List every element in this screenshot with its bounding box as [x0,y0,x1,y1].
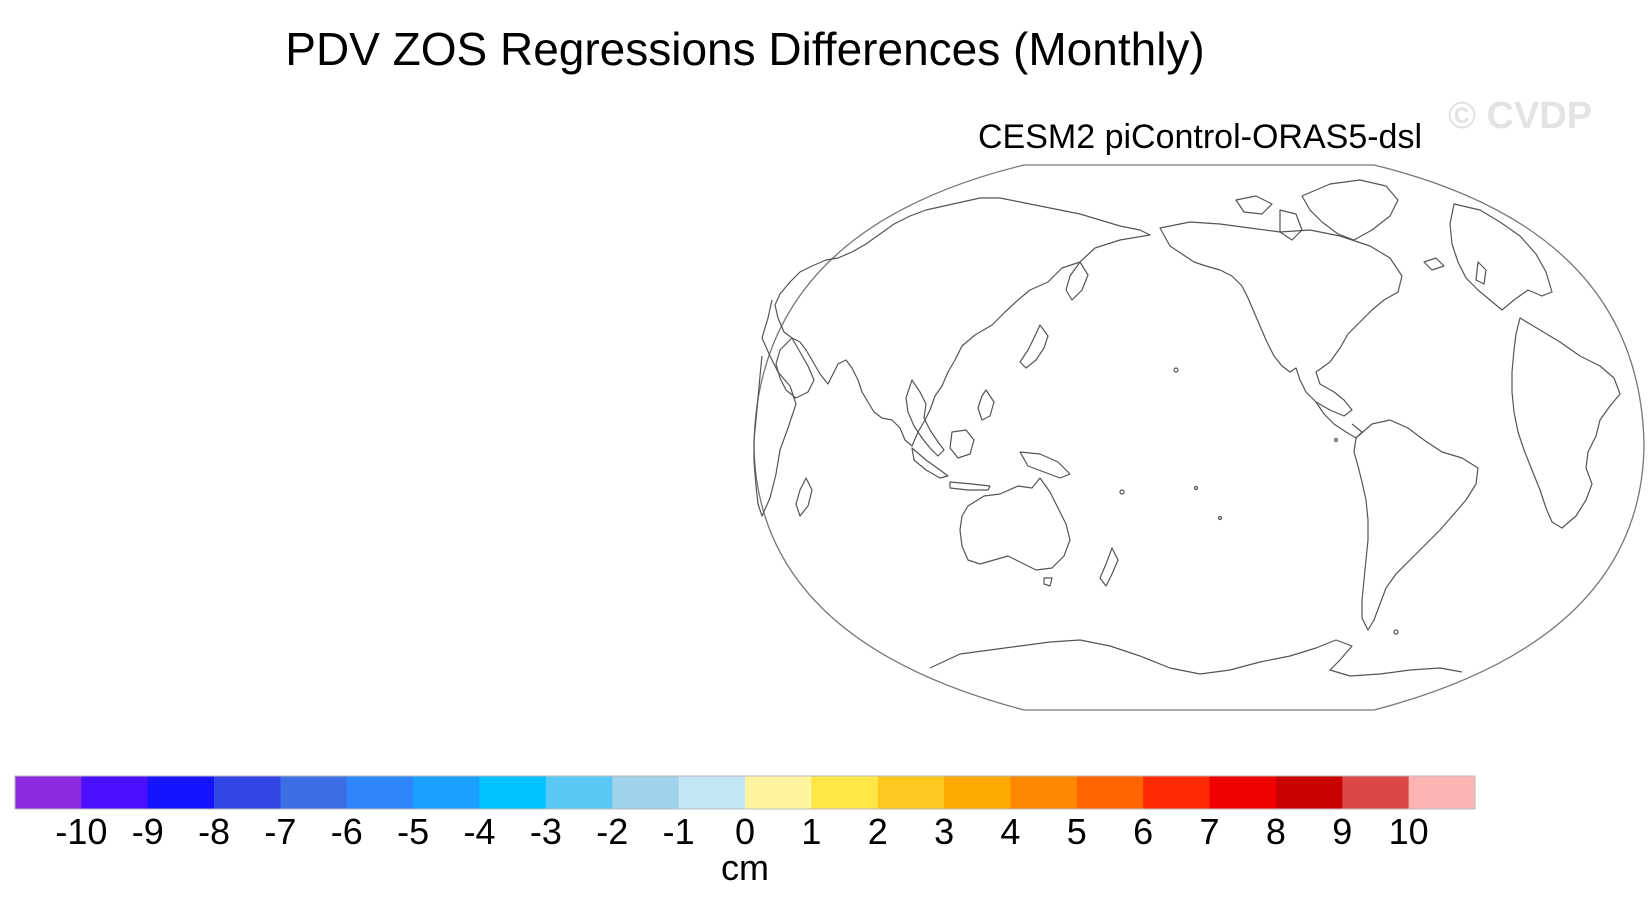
map-frame [753,164,1645,711]
coastline-kamchatka [1065,261,1089,301]
colorbar-tick-label: 2 [867,811,888,852]
colorbar-swatch [81,776,149,809]
coastline-indochina [905,379,945,457]
colorbar-tick-label: 8 [1265,811,1286,852]
colorbar-tick-label: 1 [801,811,822,852]
colorbar-swatch [811,776,879,809]
colorbar-tick-label: 0 [734,811,756,852]
colorbar-swatch [1342,776,1409,809]
coastline-new-zealand [1099,547,1119,587]
colorbar [14,775,1476,810]
colorbar-tick-label: -8 [198,811,231,852]
coastline-java [949,481,991,491]
colorbar-tick-label: 7 [1199,811,1220,852]
colorbar-tick-label: -3 [529,811,562,852]
colorbar-swatch [1275,776,1343,809]
coastlines [753,179,1621,677]
colorbar-swatch [1143,776,1210,809]
coastline-borneo [949,429,975,459]
coastline-fiji [1119,489,1125,495]
colorbar-tick-label: 9 [1332,811,1353,852]
colorbar-tick-label: 6 [1133,811,1154,852]
colorbar-frame [14,775,1476,810]
colorbar-tick-label: -6 [330,811,363,852]
coastline-australia [959,477,1071,571]
colorbar-swatch [545,776,613,809]
coastline-antarctica [929,639,1463,677]
colorbar-tick-label: -9 [131,811,164,852]
coastline-samoa [1193,485,1199,491]
coastline-hawaii [1173,367,1179,373]
colorbar-swatch [678,776,746,809]
colorbar-swatch [346,776,414,809]
colorbar-units: cm [721,847,769,888]
colorbar-tick-label: -4 [463,811,496,852]
colorbar-swatch [1408,776,1476,809]
colorbar-swatch [413,776,480,809]
colorbar-swatch [280,776,348,809]
coastline-asia [774,197,1151,447]
colorbar-tick-label: 4 [1000,811,1021,852]
coastline-galapagos [1333,437,1339,443]
coastline-uk [1475,261,1487,285]
colorbar-tick-label: -2 [596,811,629,852]
colorbar-swatch [147,776,215,809]
colorbar-swatch [15,776,82,809]
coastline-west-africa [1511,317,1621,529]
coastline-madagascar [795,477,813,517]
colorbar-tick-label: -7 [264,811,297,852]
colorbar-tick-label: 10 [1388,811,1429,852]
colorbar-swatch [1209,776,1277,809]
colorbar-tick-label: -10 [55,811,108,852]
coastline-tasmania [1043,577,1053,587]
coastline-philippines [977,389,995,421]
colorbar-swatch [214,776,281,809]
coastline-polynesia [1217,515,1223,521]
panel-title: CESM2 piControl-ORAS5-dsl [977,118,1423,156]
coastline-south-america [1353,419,1479,631]
colorbar-swatch [479,776,547,809]
colorbar-tick-label: 5 [1066,811,1087,852]
colorbar-swatch [612,776,679,809]
coastline-baffin [1279,209,1303,241]
coastline-europe [1449,203,1553,311]
coastline-iceland [1423,257,1445,271]
colorbar-swatch [944,776,1011,809]
coastline-north-america [1159,221,1403,417]
colorbar-swatch [1076,776,1144,809]
figure-title: PDV ZOS Regressions Differences (Monthly… [285,23,1205,75]
coastline-new-guinea [1019,451,1071,479]
map-panel [753,164,1645,711]
coastline-japan [1019,324,1049,369]
colorbar-swatch [1010,776,1078,809]
coastline-sumatra [911,447,949,479]
coastline-falklands [1393,629,1399,635]
coastline-arabia [775,337,815,399]
colorbar-tick-label: -5 [397,811,430,852]
coastline-greenland [1301,179,1399,241]
colorbar-tick-label: -1 [662,811,695,852]
coastline-arctic-islands [1235,195,1273,215]
colorbar-swatch [745,776,812,809]
colorbar-swatch [877,776,945,809]
colorbar-tick-label: 3 [934,811,955,852]
cvdp-watermark: © CVDP [1448,95,1593,137]
coastline-africa [753,299,797,517]
